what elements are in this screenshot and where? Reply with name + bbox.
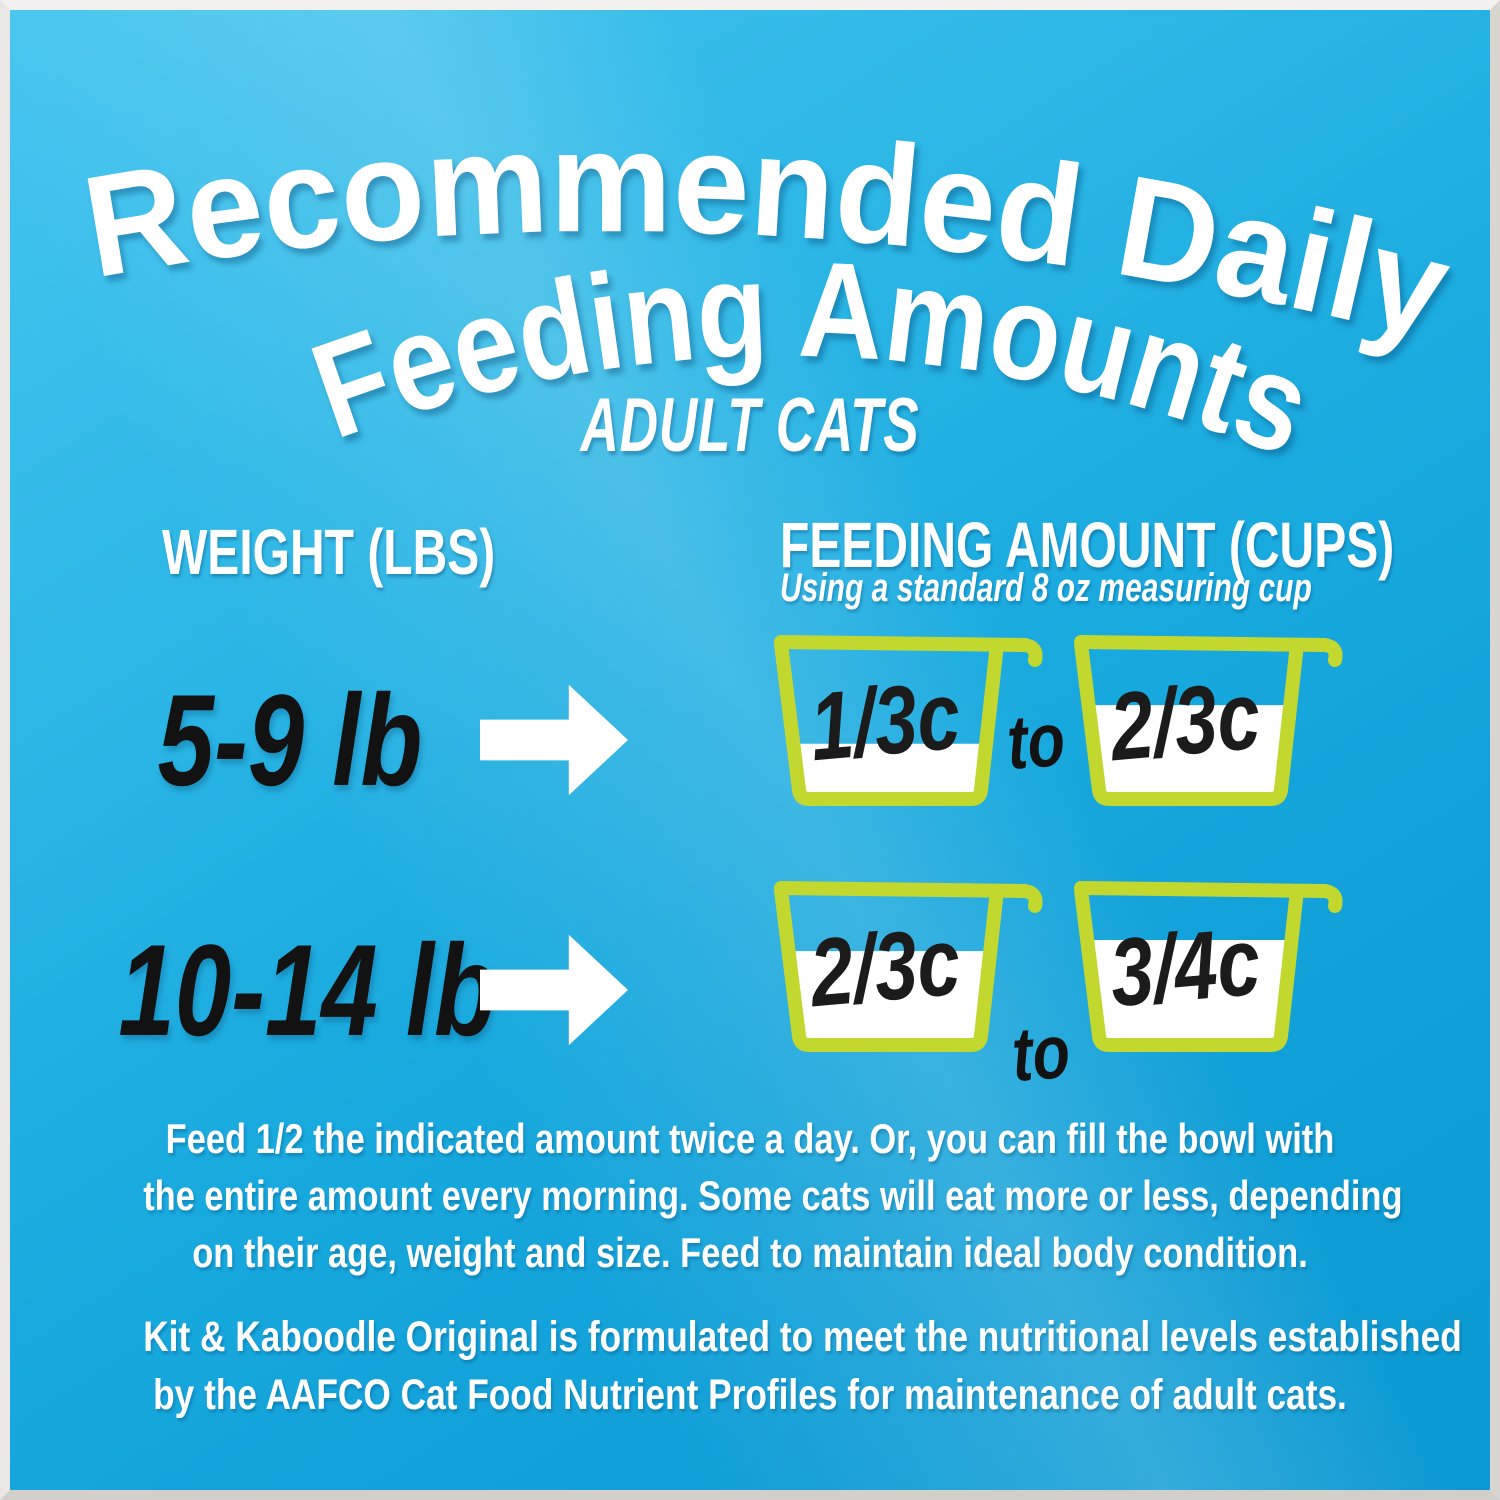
- measuring-cup-row1-min: 1/3c: [773, 632, 1051, 808]
- cup-amount-label: 3/4c: [1105, 907, 1265, 1028]
- measuring-cup-icon: [774, 889, 1004, 1052]
- measuring-cup-icon: [1074, 889, 1304, 1052]
- cup-amount-label: 2/3c: [1105, 661, 1265, 782]
- feeding-instructions-line: on their age, weight and size. Feed to m…: [192, 1229, 1308, 1276]
- measuring-cup-icon: [774, 643, 1004, 806]
- cup-amount-label: 2/3c: [805, 907, 965, 1028]
- weight-range-row2: 10-14 lb: [118, 917, 497, 1063]
- cup-fill-level: [795, 951, 984, 1038]
- measuring-cup-icon: [1074, 643, 1304, 806]
- arrow-right-icon: [480, 934, 628, 1046]
- aafco-statement-line: Kit & Kaboodle Original is formulated to…: [143, 1313, 1462, 1361]
- measuring-cup-note: Using a standard 8 oz measuring cup: [780, 566, 1312, 610]
- range-connector-row1: to: [1004, 697, 1068, 786]
- aafco-statement: Kit & Kaboodle Original is formulated to…: [10, 1308, 1490, 1424]
- feeding-instructions-line: the entire amount every morning. Some ca…: [143, 1172, 1403, 1219]
- measuring-cup-rim: [774, 881, 1043, 913]
- title-arc: Recommended Daily Feeding Amounts: [73, 101, 1463, 484]
- measuring-cup-row2-min: 2/3c: [773, 878, 1051, 1054]
- measuring-cup-rim: [1074, 881, 1343, 913]
- range-connector-row2: to: [1009, 1009, 1073, 1098]
- measuring-cup-row1-max: 2/3c: [1073, 632, 1351, 808]
- audience-subtitle: ADULT CATS: [580, 383, 920, 468]
- arrow-right-icon: [480, 684, 628, 796]
- feeding-instructions-line: Feed 1/2 the indicated amount twice a da…: [165, 1115, 1335, 1162]
- measuring-cup-row2-max: 3/4c: [1073, 878, 1351, 1054]
- cup-fill-level: [1093, 940, 1285, 1038]
- measuring-cup-rim: [1074, 635, 1343, 667]
- cup-fill-level: [800, 743, 980, 792]
- aafco-statement-line: by the AAFCO Cat Food Nutrient Profiles …: [153, 1371, 1347, 1419]
- measuring-cup-rim: [774, 635, 1043, 667]
- feeding-instructions: Feed 1/2 the indicated amount twice a da…: [10, 1110, 1490, 1281]
- cup-fill-level: [1095, 705, 1284, 792]
- weight-range-row1: 5-9 lb: [157, 667, 423, 813]
- feeding-column-header: FEEDING AMOUNT (CUPS): [780, 509, 1395, 581]
- weight-column-header: WEIGHT (LBS): [162, 516, 496, 588]
- cup-amount-label: 1/3c: [805, 661, 965, 782]
